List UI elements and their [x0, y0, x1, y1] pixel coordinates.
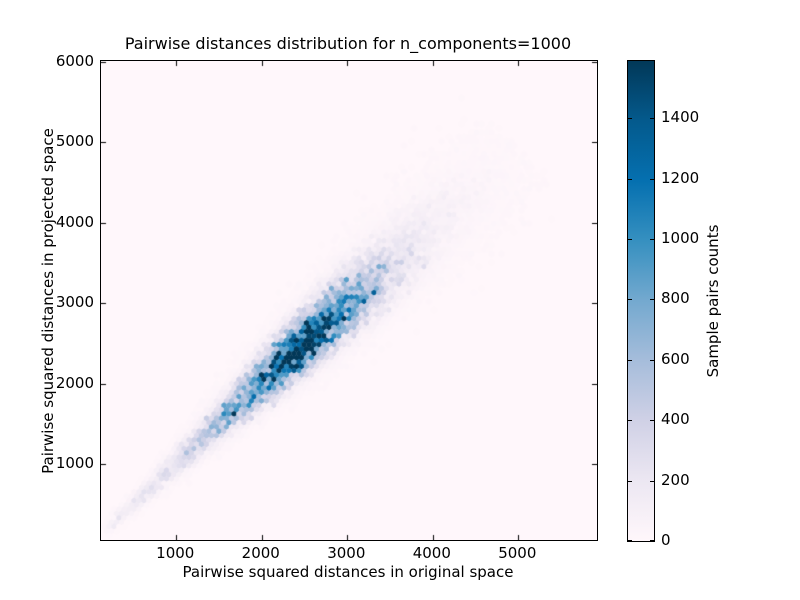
x-tick-label: 4000	[412, 544, 451, 562]
colorbar-tick-label: 1200	[661, 168, 700, 187]
chart-title: Pairwise distances distribution for n_co…	[124, 34, 572, 53]
colorbar-tick-label: 400	[661, 410, 690, 429]
colorbar-tick	[650, 360, 654, 361]
colorbar-tick	[650, 540, 654, 541]
y-tick-label: 6000	[55, 51, 94, 70]
y-tick-label: 1000	[55, 454, 94, 473]
colorbar-tick	[650, 118, 654, 119]
colorbar-label: Sample pairs counts	[704, 224, 722, 378]
colorbar-tick-label: 1000	[661, 229, 700, 248]
colorbar-tick	[650, 299, 654, 300]
colorbar-tick	[628, 540, 632, 541]
colorbar-tick	[628, 118, 632, 119]
plot-area	[100, 60, 598, 541]
colorbar-tick-label: 600	[661, 349, 690, 368]
colorbar-tick-label: 800	[661, 289, 690, 308]
colorbar	[627, 60, 655, 542]
x-tick-label: 3000	[327, 544, 366, 562]
colorbar-tick-label: 0	[661, 531, 671, 549]
colorbar-tick	[650, 420, 654, 421]
colorbar-tick	[628, 481, 632, 482]
colorbar-tick	[628, 360, 632, 361]
colorbar-tick	[628, 179, 632, 180]
colorbar-tick	[650, 179, 654, 180]
y-tick-label: 3000	[55, 293, 94, 312]
hexbin-canvas	[101, 61, 597, 540]
colorbar-tick	[628, 299, 632, 300]
y-tick-label: 4000	[55, 212, 94, 231]
x-tick-label: 5000	[498, 544, 537, 562]
colorbar-tick-label: 1400	[661, 108, 700, 127]
x-tick-label: 1000	[156, 544, 195, 562]
colorbar-tick	[650, 481, 654, 482]
colorbar-tick	[628, 239, 632, 240]
x-axis-label: Pairwise squared distances in original s…	[182, 563, 514, 581]
y-tick-label: 2000	[55, 373, 94, 392]
colorbar-tick-label: 200	[661, 470, 690, 489]
x-tick-label: 2000	[241, 544, 280, 562]
colorbar-tick	[628, 420, 632, 421]
colorbar-tick	[650, 239, 654, 240]
y-tick-label: 5000	[55, 132, 94, 151]
